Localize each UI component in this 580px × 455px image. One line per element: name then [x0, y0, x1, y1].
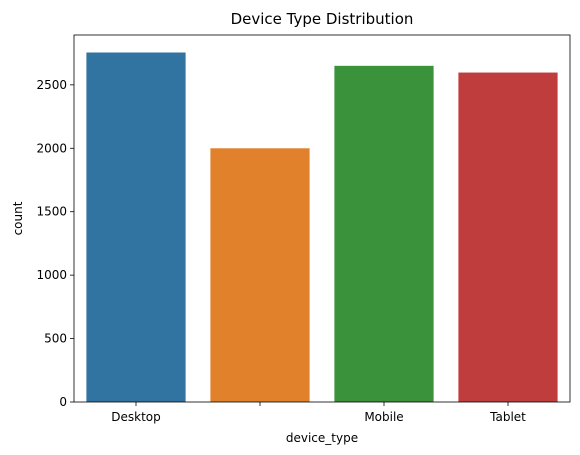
plot-frame: [73, 34, 571, 403]
bar-tablet: [458, 72, 558, 402]
x-tick-label: Tablet: [489, 410, 526, 424]
y-axis-ticks: 0 500 1000 1500 2000 2500: [36, 78, 74, 409]
x-axis-ticks: Desktop Mobile Tablet: [111, 402, 526, 424]
y-tick-label: 1000: [36, 268, 67, 282]
y-tick-label: 2500: [36, 78, 67, 92]
bar-unlabeled: [210, 148, 310, 402]
y-tick-label: 1500: [36, 205, 67, 219]
y-tick-label: 0: [59, 395, 67, 409]
x-axis-label: device_type: [286, 431, 358, 445]
x-tick-label: Desktop: [111, 410, 161, 424]
x-tick-label: Mobile: [364, 410, 403, 424]
bar-mobile: [334, 65, 434, 402]
y-tick-label: 500: [44, 332, 67, 346]
bar-desktop: [86, 52, 186, 402]
bars-group: [86, 52, 558, 402]
y-axis-label: count: [11, 201, 25, 235]
y-tick-label: 2000: [36, 141, 67, 155]
chart-title: Device Type Distribution: [231, 10, 414, 28]
